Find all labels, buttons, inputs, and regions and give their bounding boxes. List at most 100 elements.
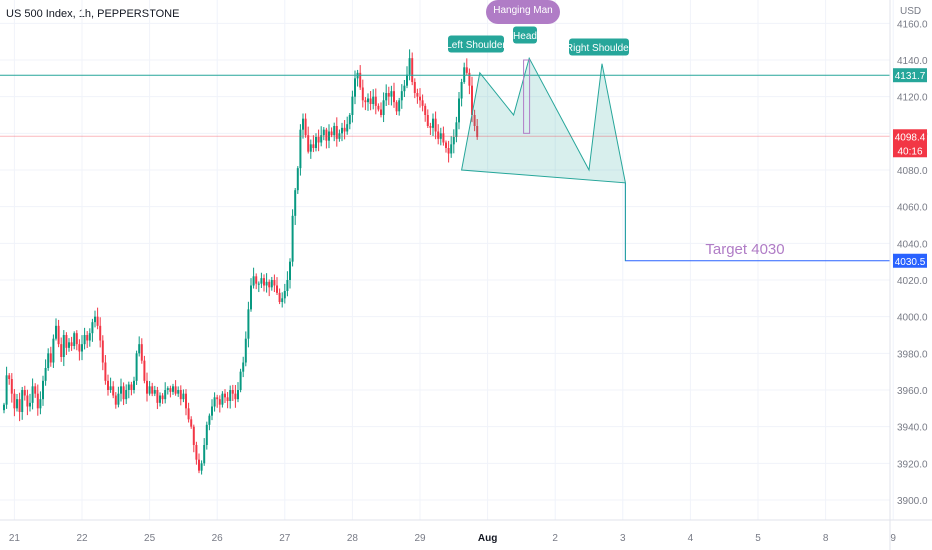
candle (424, 103, 427, 122)
y-tick-label: 3900.0 (897, 496, 928, 507)
candle-body (239, 371, 242, 390)
candle-body (374, 96, 377, 106)
candle (359, 65, 362, 90)
candle (307, 126, 310, 154)
y-tick-label: 4000.0 (897, 313, 928, 324)
candle (185, 389, 187, 416)
candle (31, 378, 34, 410)
candle-body (330, 131, 333, 136)
head-label-bg (513, 26, 537, 44)
candle (367, 93, 369, 111)
candle-body (101, 340, 104, 363)
candle-body (268, 281, 271, 288)
right-shoulder-label-text: Right Shoulder (566, 43, 633, 54)
candle (218, 395, 221, 413)
y-tick-label: 4080.0 (897, 166, 928, 177)
candle (122, 382, 125, 406)
candle (159, 392, 161, 407)
price-badge-resistance: 4131.7 (893, 68, 927, 83)
candle (226, 391, 229, 409)
candle (138, 336, 141, 357)
hanging-man-bg (486, 0, 560, 24)
candle-body (273, 280, 276, 286)
price-badge-resistance-text: 4131.7 (895, 71, 926, 82)
candle (81, 335, 83, 361)
x-tick-label: 22 (76, 533, 88, 544)
price-badge-resistance-bg (893, 68, 927, 83)
candle-body (260, 278, 263, 284)
candle-body (343, 127, 346, 132)
candle-body (437, 131, 440, 139)
candle-body (153, 390, 156, 394)
candle (221, 391, 224, 408)
candle (18, 392, 21, 422)
candle (445, 140, 447, 153)
candle (44, 359, 47, 386)
x-tick-label: 4 (688, 533, 694, 544)
candle-body (135, 353, 138, 381)
candle-body (291, 215, 294, 262)
candle-body (317, 137, 320, 143)
candle (237, 382, 239, 403)
candle-body (468, 72, 471, 86)
candle (442, 126, 445, 146)
candle-body (185, 393, 187, 409)
x-tick-label: 2 (552, 533, 558, 544)
candle (229, 385, 232, 409)
candle (75, 330, 78, 351)
candle (463, 62, 466, 84)
candle-body (294, 190, 297, 216)
candle-body (151, 386, 154, 394)
candle-body (244, 338, 247, 363)
candle-body (21, 390, 24, 412)
candle-body (426, 115, 429, 126)
candle (29, 393, 31, 412)
candle (125, 384, 128, 404)
candle-body (460, 82, 463, 99)
candle-body (31, 386, 34, 403)
candle (406, 66, 408, 89)
candle-body (463, 67, 466, 82)
candle (135, 350, 138, 385)
candle (372, 89, 375, 110)
candle (83, 327, 86, 350)
candle (140, 338, 143, 364)
candle (91, 318, 94, 342)
candle-body (125, 390, 128, 400)
candle-body (369, 98, 372, 104)
candle-body (120, 386, 122, 394)
candle-body (377, 105, 380, 110)
candle (283, 283, 286, 304)
candle-body (299, 129, 302, 169)
candle-body (390, 91, 393, 97)
left-shoulder-label-bg (448, 35, 504, 53)
candle (55, 318, 57, 341)
candle-body (44, 368, 47, 381)
candle (107, 374, 109, 396)
candle-body (65, 335, 68, 348)
left-shoulder-label-text: Left Shoulder (446, 40, 506, 51)
candle (143, 355, 146, 384)
y-tick-label: 3920.0 (897, 459, 928, 470)
candle-body (107, 380, 109, 390)
head-shoulders-pattern (461, 56, 627, 184)
candle (281, 292, 284, 308)
candle-body (8, 375, 11, 379)
candle (257, 281, 260, 293)
candle-body (385, 93, 388, 101)
x-tick-label: 28 (347, 533, 359, 544)
x-tick-label: 25 (144, 533, 156, 544)
candle-body (361, 87, 364, 101)
candle-body (335, 126, 338, 139)
candle-body (211, 406, 213, 416)
candle-body (283, 291, 286, 299)
candle (325, 127, 328, 149)
candle-body (70, 342, 73, 346)
candle-body (393, 91, 395, 103)
candle (263, 274, 265, 292)
y-tick-label: 4040.0 (897, 239, 928, 250)
right-shoulder-label: Right Shoulder (566, 38, 633, 56)
candle (255, 273, 258, 290)
candle-body (68, 342, 70, 348)
